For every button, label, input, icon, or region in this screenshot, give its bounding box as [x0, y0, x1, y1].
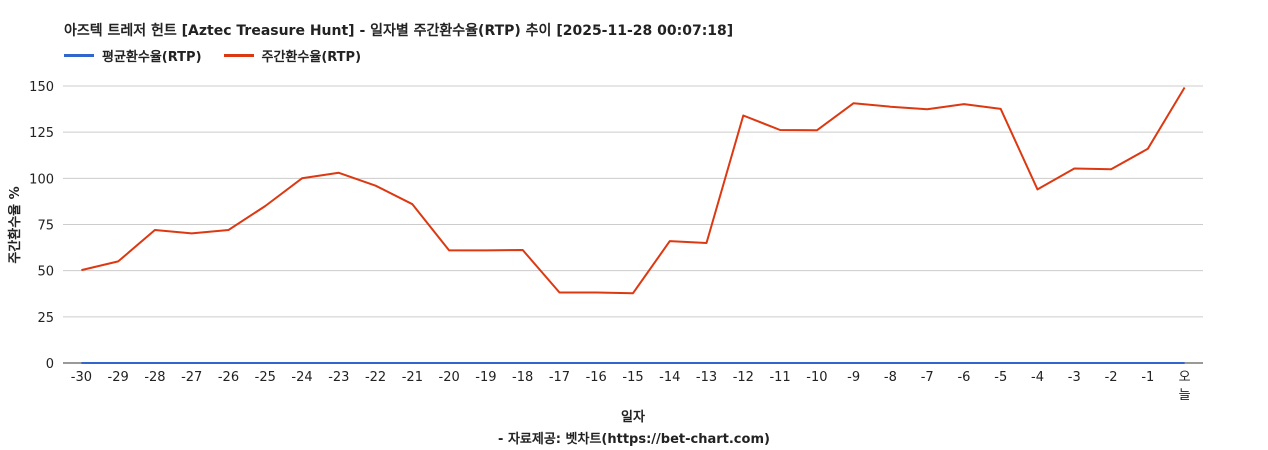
x-tick-label: -10 [806, 370, 827, 385]
x-tick-label: -6 [957, 370, 970, 385]
y-tick-labels: 0 25 50 75 100 125 150 [29, 80, 54, 372]
x-tick-label: -13 [696, 370, 717, 385]
legend-item-weekly[interactable]: 주간환수율(RTP) [223, 46, 362, 65]
x-tick-label: -2 [1105, 370, 1118, 385]
y-tick-label: 100 [29, 172, 54, 187]
x-tick-label: -15 [622, 370, 643, 385]
y-axis-title: 주간환수율 % [7, 186, 23, 263]
x-tick-label: -12 [733, 370, 754, 385]
y-tick-label: 50 [37, 265, 54, 280]
y-tick-label: 75 [37, 219, 54, 234]
x-tick-label: -23 [328, 370, 349, 385]
x-tick-label: -25 [255, 370, 276, 385]
footer-source: - 자료제공: 벳차트(https://bet-chart.com) [498, 432, 770, 447]
legend-swatch-average [64, 54, 94, 57]
x-tick-label: -20 [439, 370, 460, 385]
x-tick-labels: -30 -29 -28 -27 -26 -25 -24 -23 -22 -21 -20 -19 -18 -… [71, 370, 1191, 403]
x-tick-label: -26 [218, 370, 239, 385]
series-lines [81, 86, 1186, 364]
x-tick-label: -24 [291, 370, 312, 385]
x-tick-label: -1 [1141, 370, 1154, 385]
x-tick-label: -27 [181, 370, 202, 385]
x-tick-label: -22 [365, 370, 386, 385]
legend-swatch-weekly [223, 54, 254, 57]
x-tick-label: -16 [586, 370, 607, 385]
legend-item-average[interactable]: 평균환수율(RTP) [64, 46, 202, 65]
x-tick-label: -8 [884, 370, 897, 385]
x-tick-label: -7 [921, 370, 934, 385]
x-tick-label: -9 [847, 370, 860, 385]
legend: 평균환수율(RTP) 주간환수율(RTP) [64, 46, 361, 65]
x-tick-label: -29 [108, 370, 129, 385]
x-tick-label: -19 [475, 370, 496, 385]
x-tick-label: -30 [71, 370, 92, 385]
x-tick-label: -4 [1031, 370, 1044, 385]
legend-label-weekly: 주간환수율(RTP) [261, 50, 362, 65]
y-tick-label: 125 [29, 126, 54, 141]
legend-label-average: 평균환수율(RTP) [102, 50, 202, 65]
x-tick-label: -17 [549, 370, 570, 385]
x-tick-label: -21 [402, 370, 423, 385]
chart-title: 아즈텍 트레저 헌트 [Aztec Treasure Hunt] - 일자별 주… [64, 23, 734, 39]
series-line-weekly-rtp [81, 86, 1186, 295]
x-tick-label: -28 [144, 370, 165, 385]
x-tick-label: -18 [512, 370, 533, 385]
x-tick-label: -11 [769, 370, 790, 385]
x-tick-label: -14 [659, 370, 680, 385]
x-tick-label: -3 [1068, 370, 1081, 385]
x-tick-label: -5 [994, 370, 1007, 385]
y-tick-label: 25 [37, 311, 54, 326]
y-tick-label: 0 [46, 357, 54, 372]
y-tick-label: 150 [29, 80, 54, 95]
gridlines [63, 85, 1203, 364]
x-axis-title: 일자 [621, 410, 645, 425]
